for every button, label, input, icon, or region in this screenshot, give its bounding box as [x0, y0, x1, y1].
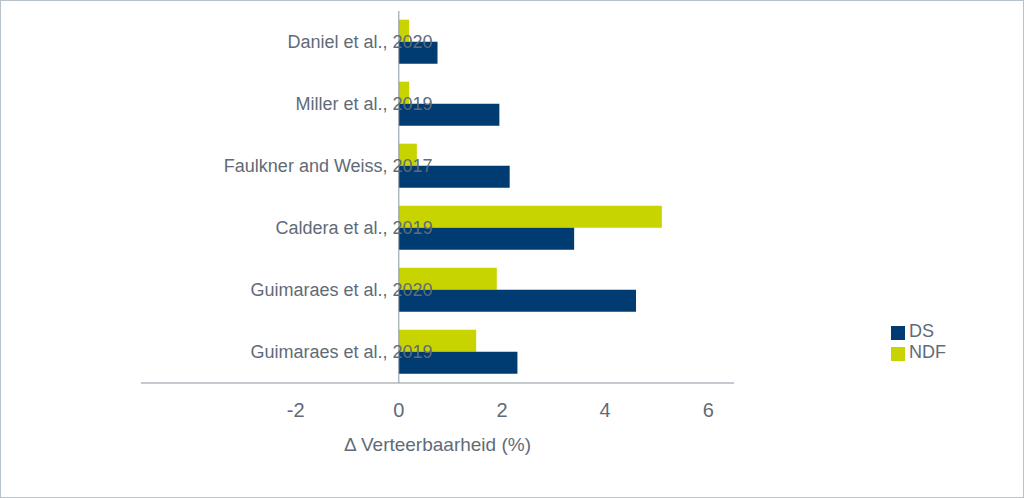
svg-text:6: 6 — [703, 399, 714, 421]
svg-text:Caldera et al., 2019: Caldera et al., 2019 — [276, 218, 433, 238]
html-text:NDF: NDF — [909, 342, 946, 362]
svg-text:Miller et al., 2019: Miller et al., 2019 — [296, 94, 433, 114]
svg-text:0: 0 — [393, 399, 404, 421]
svg-text:Daniel et al., 2020: Daniel et al., 2020 — [288, 32, 433, 52]
svg-text:Faulkner and Weiss, 2017: Faulkner and Weiss, 2017 — [224, 156, 433, 176]
svg-text:Guimaraes et al., 2020: Guimaraes et al., 2020 — [251, 280, 433, 300]
svg-text:Δ Verteerbaarheid (%): Δ Verteerbaarheid (%) — [344, 434, 531, 455]
svg-text:-2: -2 — [287, 399, 305, 421]
svg-text:Guimaraes et al., 2019: Guimaraes et al., 2019 — [251, 342, 433, 362]
svg-text:4: 4 — [600, 399, 611, 421]
svg-text:2: 2 — [496, 399, 507, 421]
html-text:DS: DS — [909, 321, 934, 341]
